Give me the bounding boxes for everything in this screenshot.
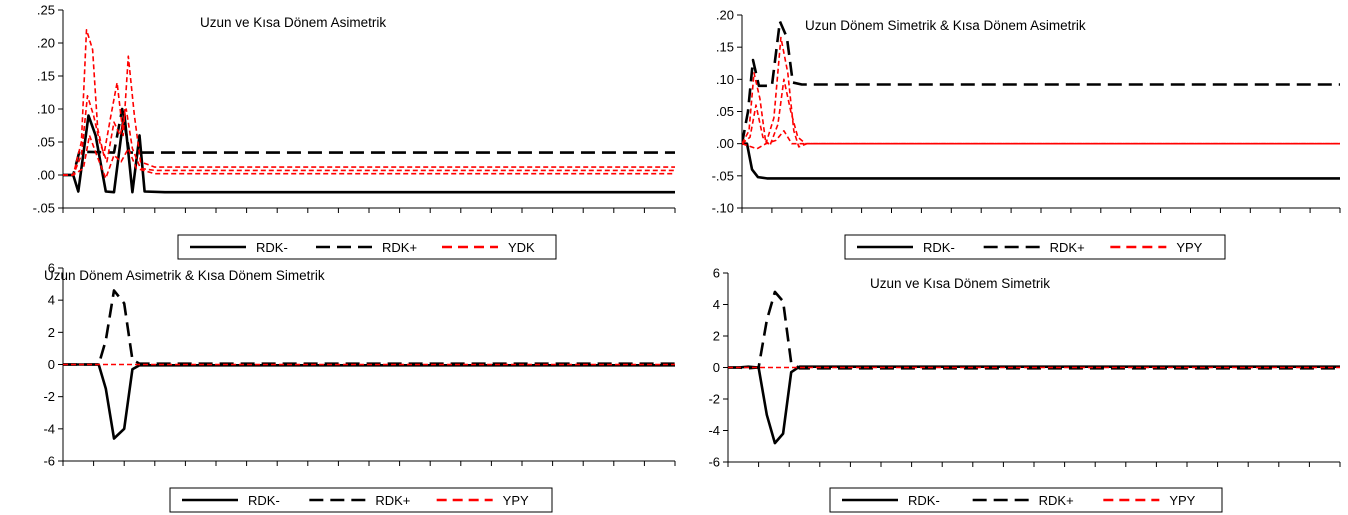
y-tick-label: 0 <box>48 357 55 372</box>
y-tick-label: .10 <box>37 102 55 117</box>
series-line-rdk- <box>728 365 1340 445</box>
chart-panel-2: -.10 -.05 .00 .05 .10 .15 .20 Uzun Dönem Simetr… <box>712 8 1341 260</box>
chart-title: Uzun ve Kısa Dönem Simetrik <box>870 276 1050 291</box>
series-group <box>742 20 1340 180</box>
legend-label: RDK- <box>908 493 940 508</box>
legend-label: RDK+ <box>1050 240 1085 255</box>
y-tick-label: .25 <box>37 3 55 18</box>
chart-title: Uzun ve Kısa Dönem Asimetrik <box>200 15 386 30</box>
y-tick-label: .05 <box>716 104 734 119</box>
chart-title: Uzun Dönem Simetrik & Kısa Dönem Asimetr… <box>805 18 1086 33</box>
series-line-rdk- <box>742 142 1340 180</box>
series-line-extra-4 <box>742 130 1340 150</box>
chart-panel-4: -6 -4 -2 0 2 4 6 Uzun ve Kısa Dönem Simetrik RDK… <box>708 266 1341 513</box>
series-group <box>728 290 1340 445</box>
chart-title: Uzun Dönem Asimetrik & Kısa Dönem Simetr… <box>44 268 325 283</box>
y-tick-label: -4 <box>708 423 720 438</box>
legend-label: YPY <box>1169 493 1195 508</box>
series-line-ydk <box>63 29 675 176</box>
y-tick-label: .00 <box>37 168 55 183</box>
series-line-rdk- <box>742 20 1340 144</box>
chart-panel-1: -.05 .00 .05 .10 .15 .20 .25 Uzun ve Kısa Dönem… <box>33 3 676 260</box>
series-line-rdk- <box>63 111 675 194</box>
legend-label: RDK- <box>256 240 288 255</box>
series-line-extra-4 <box>63 134 675 180</box>
series-group <box>63 29 675 194</box>
y-tick-label: -.05 <box>712 168 734 183</box>
series-line-ypy <box>742 36 1340 148</box>
legend: RDK- RDK+ YPY <box>844 234 1226 260</box>
series-line-rdk- <box>63 289 675 366</box>
legend-label: RDK+ <box>375 493 410 508</box>
y-tick-label: .20 <box>716 8 734 23</box>
series-line-extra-3 <box>742 78 1340 147</box>
series-line-rdk- <box>63 107 675 177</box>
y-tick-label: .15 <box>716 40 734 55</box>
legend-label: RDK+ <box>1039 493 1074 508</box>
y-tick-label: -2 <box>43 389 55 404</box>
legend-label: RDK- <box>923 240 955 255</box>
y-tick-label: -2 <box>708 392 720 407</box>
series-line-extra-3 <box>63 95 675 176</box>
y-tick-label: -4 <box>43 421 55 436</box>
legend: RDK- RDK+ YPY <box>169 487 553 513</box>
legend-label: RDK+ <box>382 240 417 255</box>
y-tick-label: 2 <box>713 329 720 344</box>
y-tick-label: -6 <box>43 454 55 469</box>
legend: RDK- RDK+ YPY <box>829 487 1223 513</box>
series-line-rdk- <box>63 363 675 440</box>
y-tick-label: 4 <box>713 297 720 312</box>
y-tick-label: -.10 <box>712 201 734 216</box>
legend-label: YPY <box>503 493 529 508</box>
y-tick-label: 0 <box>713 360 720 375</box>
y-tick-label: 6 <box>713 266 720 281</box>
legend-label: RDK- <box>248 493 280 508</box>
y-tick-label: -.05 <box>33 201 55 216</box>
y-tick-label: .05 <box>37 135 55 150</box>
y-tick-label: 2 <box>48 325 55 340</box>
y-tick-label: 4 <box>48 293 55 308</box>
y-tick-label: .15 <box>37 69 55 84</box>
y-tick-label: .00 <box>716 136 734 151</box>
y-tick-label: 6 <box>48 261 55 276</box>
legend-label: YDK <box>508 240 535 255</box>
series-line-rdk- <box>728 290 1340 370</box>
series-group <box>63 289 675 440</box>
y-tick-label: .20 <box>37 36 55 51</box>
legend: RDK- RDK+ YDK <box>177 234 557 260</box>
y-tick-label: -6 <box>708 455 720 470</box>
legend-label: YPY <box>1176 240 1202 255</box>
y-tick-label: .10 <box>716 72 734 87</box>
